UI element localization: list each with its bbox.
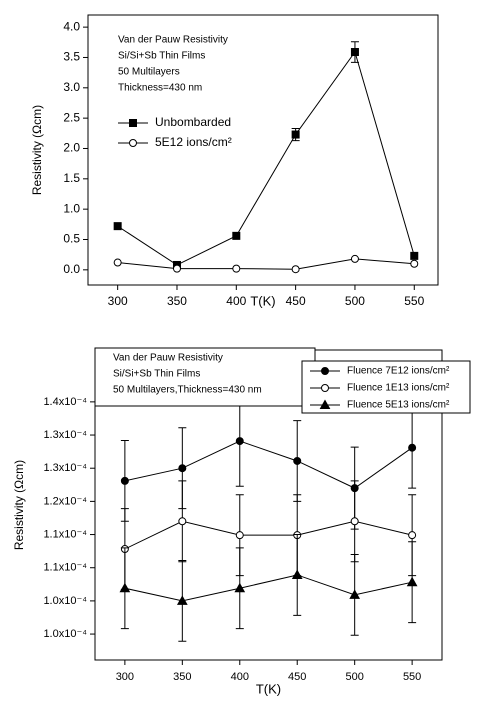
x-tick-label: 300 <box>108 294 128 308</box>
legend-label: Fluence 1E13 ions/cm² <box>347 383 450 394</box>
y-tick-label: 1.5 <box>63 171 80 185</box>
marker <box>349 589 361 599</box>
marker <box>291 265 300 274</box>
marker <box>120 476 129 485</box>
y-tick-label: 4.0 <box>63 19 80 33</box>
series-line <box>124 520 413 550</box>
marker <box>235 531 244 540</box>
marker <box>178 517 187 526</box>
marker <box>129 139 137 147</box>
annotation: 50 Multilayers,Thickness=430 nm <box>113 385 262 396</box>
y-axis-title: Resistivity (Ωcm) <box>12 460 26 550</box>
marker <box>350 517 359 526</box>
marker <box>410 259 419 268</box>
y-tick-label: 1.3x10⁻⁴ <box>43 462 87 474</box>
x-tick-label: 450 <box>286 294 306 308</box>
annotation: Si/Si+Sb Thin Films <box>113 369 200 380</box>
annotation: Van der Pauw Resistivity <box>113 353 223 364</box>
y-tick-label: 3.5 <box>63 50 80 64</box>
x-axis-title: T(K) <box>256 681 281 696</box>
marker <box>232 231 241 240</box>
marker <box>291 130 300 139</box>
marker <box>293 456 302 465</box>
y-tick-label: 2.5 <box>63 110 80 124</box>
marker <box>350 254 359 263</box>
marker <box>291 569 303 579</box>
marker <box>319 399 331 409</box>
series-line <box>117 50 415 266</box>
marker <box>410 251 419 260</box>
y-tick-label: 3.0 <box>63 80 80 94</box>
x-axis-title: T(K) <box>250 293 275 308</box>
x-tick-label: 450 <box>288 671 306 683</box>
marker <box>172 264 181 273</box>
x-tick-label: 400 <box>231 671 249 683</box>
marker <box>129 119 137 127</box>
marker <box>406 576 418 587</box>
y-tick-label: 1.1x10⁻⁴ <box>43 562 87 574</box>
plot-frame <box>87 14 439 286</box>
y-axis-title: Resistivity (Ωcm) <box>30 105 44 195</box>
marker <box>234 582 246 593</box>
y-tick-label: 1.0 <box>63 201 80 215</box>
marker <box>176 595 188 605</box>
y-tick-label: 2.0 <box>63 141 80 155</box>
series-line <box>117 258 415 270</box>
marker <box>350 48 359 57</box>
legend-label: Unbombarded <box>155 115 231 129</box>
marker <box>408 531 417 540</box>
plot-area <box>119 395 418 642</box>
x-tick-label: 550 <box>403 671 421 683</box>
x-tick-label: 350 <box>167 294 187 308</box>
x-tick-label: 400 <box>226 294 246 308</box>
y-tick-label: 0.5 <box>63 232 80 246</box>
marker <box>119 582 131 593</box>
y-tick-label: 1.0x10⁻⁴ <box>43 628 87 640</box>
marker <box>178 464 187 473</box>
marker <box>235 437 244 446</box>
x-tick-label: 500 <box>345 671 363 683</box>
annotation: Van der Pauw Resistivity <box>118 35 228 46</box>
x-tick-label: 300 <box>116 671 134 683</box>
legend-label: 5E12 ions/cm² <box>155 135 232 149</box>
annotation: 50 Multilayers <box>118 67 180 78</box>
legend-box <box>301 360 471 414</box>
y-tick-label: 1.1x10⁻⁴ <box>43 528 87 540</box>
marker <box>232 264 241 273</box>
x-tick-label: 500 <box>345 294 365 308</box>
marker <box>408 443 417 452</box>
marker <box>321 367 329 375</box>
y-tick-label: 1.2x10⁻⁴ <box>43 495 87 507</box>
y-tick-label: 0.0 <box>63 262 80 276</box>
x-tick-label: 550 <box>404 294 424 308</box>
x-tick-label: 350 <box>173 671 191 683</box>
y-tick-label: 1.0x10⁻⁴ <box>43 595 87 607</box>
marker <box>113 258 122 267</box>
annotation: Thickness=430 nm <box>118 83 202 94</box>
legend-label: Fluence 7E12 ions/cm² <box>347 366 450 377</box>
legend-label: Fluence 5E13 ions/cm² <box>347 400 450 411</box>
annotation: Si/Si+Sb Thin Films <box>118 51 205 62</box>
plot-area <box>113 41 419 274</box>
y-tick-label: 1.4x10⁻⁴ <box>43 396 87 408</box>
marker <box>321 384 329 392</box>
y-tick-label: 1.3x10⁻⁴ <box>43 429 87 441</box>
series-line <box>124 440 413 489</box>
marker <box>113 222 122 231</box>
series-line <box>124 574 413 602</box>
